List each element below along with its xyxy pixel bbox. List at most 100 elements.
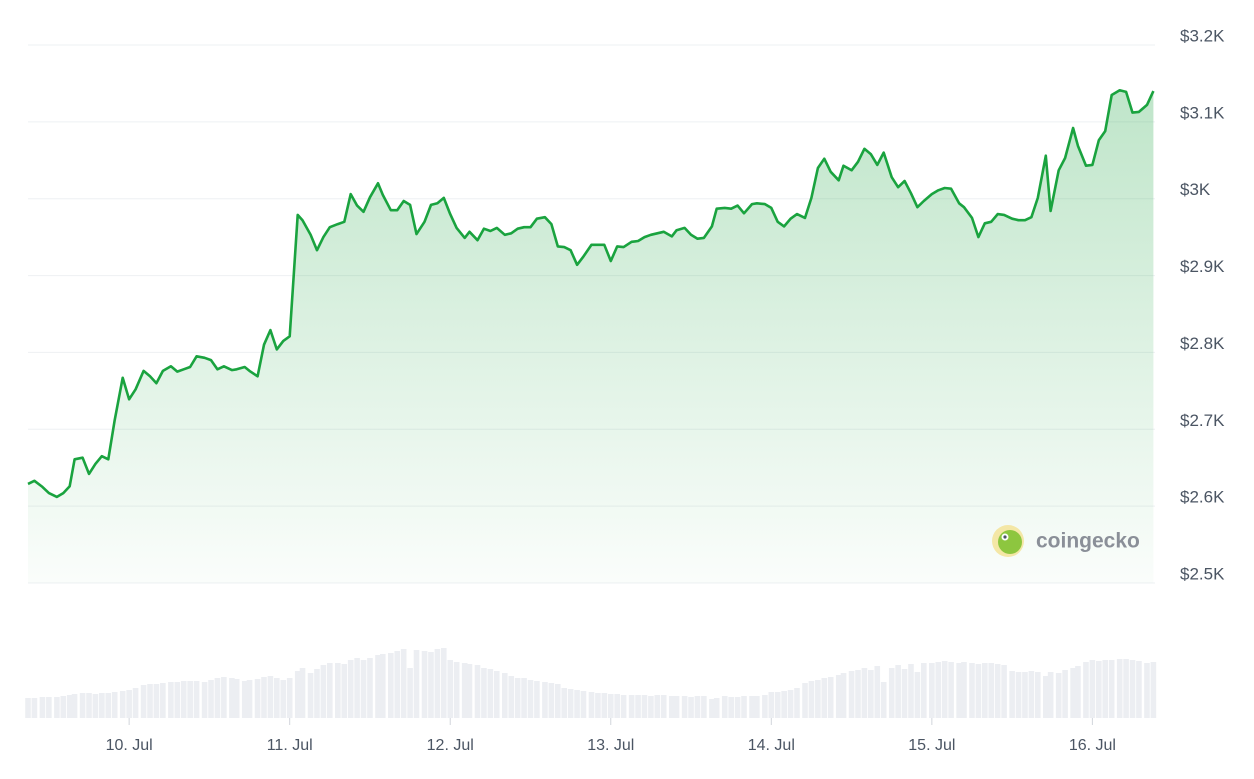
x-tick-label: 12. Jul: [427, 737, 474, 754]
volume-bar: [221, 677, 227, 718]
volume-bar: [79, 693, 86, 718]
volume-bar: [335, 663, 341, 718]
volume-bar: [147, 684, 153, 718]
logo-pupil: [1003, 535, 1007, 539]
volume-bar: [428, 652, 434, 718]
volume-bar: [119, 691, 126, 718]
volume-bar: [561, 688, 568, 718]
volume-bar: [1035, 672, 1041, 718]
volume-bar: [835, 675, 842, 718]
volume-bar: [935, 662, 942, 718]
volume-bar: [975, 664, 982, 718]
volume-bar: [60, 696, 67, 718]
volume-bar: [514, 678, 521, 718]
volume-bar: [554, 684, 561, 718]
volume-bar: [713, 698, 720, 718]
volume-bar: [274, 678, 280, 718]
y-tick-label: $2.9K: [1180, 257, 1225, 276]
volume-bar: [493, 671, 500, 718]
volume-bar: [994, 664, 1001, 718]
volume-bar: [1123, 659, 1129, 718]
volume-bar: [701, 696, 707, 718]
volume-bar: [1062, 670, 1068, 718]
volume-bar: [762, 695, 768, 718]
volume-bar: [347, 660, 354, 718]
volume-bar: [354, 658, 360, 718]
volume-bar: [521, 678, 527, 718]
volume-bar: [46, 697, 52, 718]
volume-bar: [734, 697, 741, 718]
volume-bar: [574, 690, 580, 718]
volume-bar: [534, 681, 540, 718]
volume-bar: [208, 680, 214, 718]
x-tick-label: 15. Jul: [908, 737, 955, 754]
volume-bar: [421, 651, 428, 718]
volume-bar: [394, 651, 401, 718]
volume-bar: [299, 668, 306, 718]
volume-bar: [668, 696, 675, 718]
y-tick-label: $2.6K: [1180, 488, 1225, 507]
volume-bar: [821, 678, 828, 718]
volume-bars: [25, 648, 1157, 718]
volume-bar: [754, 696, 760, 718]
volume-bar: [132, 688, 139, 718]
volume-bar: [71, 694, 78, 718]
volume-bar: [413, 650, 420, 718]
volume-bar: [261, 677, 267, 718]
volume-bar: [1108, 660, 1115, 718]
volume-bar: [880, 682, 887, 718]
y-tick-label: $3.1K: [1180, 103, 1225, 122]
x-tick-label: 10. Jul: [106, 737, 153, 754]
volume-bar: [673, 696, 680, 718]
volume-bar: [1083, 662, 1089, 718]
volume-bar: [367, 658, 373, 718]
volume-bar: [341, 664, 348, 718]
volume-bar: [375, 655, 381, 718]
volume-bar: [1075, 666, 1081, 718]
volume-bar: [105, 693, 112, 718]
price-line: [27, 89, 1155, 499]
volume-bar: [681, 696, 688, 718]
volume-bar: [241, 681, 248, 718]
volume-bar: [595, 693, 601, 718]
volume-bar: [1102, 660, 1109, 718]
volume-bar: [774, 692, 781, 718]
y-tick-label: $2.5K: [1180, 564, 1225, 583]
volume-bar: [914, 672, 921, 718]
volume-bar: [31, 698, 38, 718]
volume-bar: [1015, 672, 1022, 718]
volume-bar: [601, 693, 608, 718]
volume-bar: [548, 683, 555, 718]
plot: [27, 89, 1155, 584]
volume-bar: [1070, 668, 1076, 718]
volume-bar: [280, 680, 287, 718]
volume-bar: [502, 673, 508, 718]
volume-bar: [982, 663, 988, 718]
volume-bar: [233, 679, 240, 718]
volume-bar: [388, 653, 394, 718]
volume-bar: [487, 669, 494, 718]
volume-bar: [466, 664, 473, 718]
volume-bar: [827, 677, 834, 718]
volume-bar: [447, 660, 454, 718]
volume-bar: [294, 671, 301, 718]
area-fill: [28, 90, 1154, 584]
volume-bar: [1009, 671, 1015, 718]
volume-bar: [614, 694, 620, 718]
volume-bar: [874, 666, 881, 718]
volume-bar: [407, 668, 413, 718]
volume-bar: [688, 697, 694, 718]
volume-bar: [86, 693, 92, 718]
volume-bar: [379, 654, 386, 718]
volume-bar: [111, 692, 118, 718]
volume-bar: [635, 695, 641, 718]
volume-bar: [201, 682, 208, 718]
volume-bar: [787, 690, 794, 718]
volume-bar: [168, 682, 174, 718]
volume-bar: [948, 662, 954, 718]
volume-bar: [320, 665, 327, 718]
volume-bar: [567, 689, 574, 718]
volume-bar: [1028, 671, 1035, 718]
volume-bar: [855, 670, 861, 718]
volume-bar: [768, 692, 775, 718]
